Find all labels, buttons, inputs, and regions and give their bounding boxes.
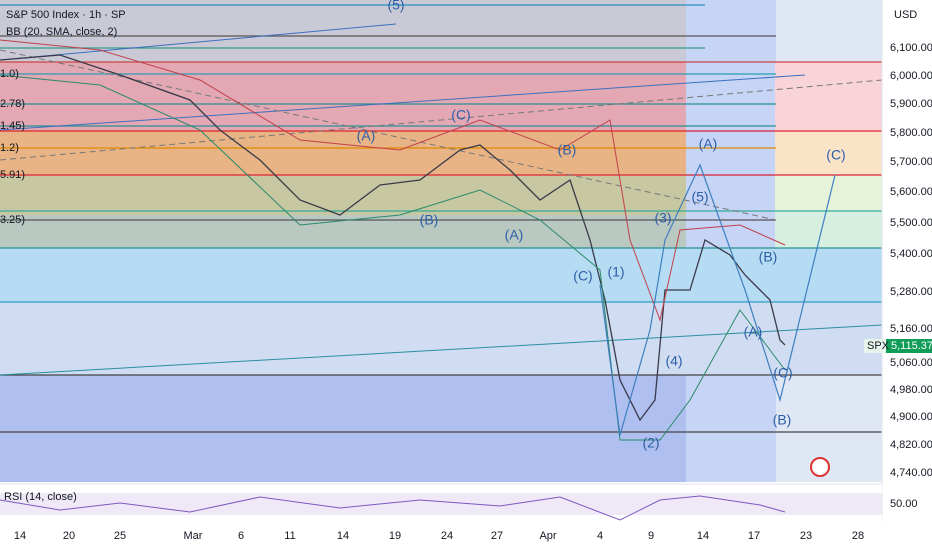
zone (0, 375, 686, 482)
fib-label: 5.91) (0, 169, 25, 181)
time-label: 11 (284, 530, 295, 542)
price-label: 5,700.00 (890, 156, 932, 168)
price-axis (882, 0, 932, 550)
price-label: 4,820.00 (890, 439, 932, 451)
bollinger-lower (0, 74, 786, 441)
price-label: 5,400.00 (890, 248, 932, 260)
price-label: 4,740.00 (890, 467, 932, 479)
price-label: 4,980.00 (890, 384, 932, 396)
price-label: 5,060.00 (890, 357, 932, 369)
time-label: 27 (491, 530, 503, 542)
time-labels: 14 20 25 Mar 6 11 14 19 24 27 Apr 4 9 14 17 23 28 (14, 530, 864, 542)
time-label: 28 (852, 530, 864, 542)
wave-label: (B) (558, 142, 577, 158)
wave-label: (3) (654, 210, 671, 226)
symbol-tag (864, 339, 886, 353)
fib-label: 1.2) (0, 142, 19, 154)
fib-label: 2.78) (0, 98, 25, 110)
time-label: Apr (539, 530, 556, 542)
zone (0, 130, 686, 175)
fib-label: 3.25) (0, 214, 25, 226)
price-label: 5,500.00 (890, 217, 932, 229)
time-label: 20 (63, 530, 75, 542)
wave-label: (B) (420, 212, 439, 228)
wave-label: (C) (826, 147, 845, 163)
wave-label: (A) (744, 324, 763, 340)
time-label: 9 (648, 530, 654, 542)
time-label: 14 (14, 530, 26, 542)
time-label: 6 (238, 530, 244, 542)
wave-label: (5) (387, 0, 404, 13)
price-labels: 6,100.00 6,000.00 5,900.00 5,800.00 5,700.00… (890, 42, 932, 479)
indicator-label[interactable]: BB (20, SMA, close, 2) (6, 26, 117, 38)
wave-label: (2) (642, 435, 659, 451)
time-label: 24 (441, 530, 453, 542)
price-label: 5,900.00 (890, 98, 932, 110)
time-label: 17 (748, 530, 760, 542)
price-label: 5,280.00 (890, 286, 932, 298)
levels (0, 4, 883, 433)
wave-label: (A) (357, 128, 376, 144)
symbol-title[interactable]: S&P 500 Index · 1h · SP (6, 9, 126, 21)
wave-label: (5) (691, 189, 708, 205)
time-label: 14 (697, 530, 709, 542)
wave-label: (A) (505, 227, 524, 243)
zone (775, 175, 882, 210)
wave-label: (B) (773, 412, 792, 428)
zone (686, 0, 776, 482)
wave-label: (A) (699, 136, 718, 152)
zone (775, 130, 882, 175)
rsi-label[interactable]: RSI (14, close) (4, 491, 77, 503)
zone (0, 175, 686, 215)
rsi-band (0, 493, 882, 515)
flag-icon[interactable] (810, 457, 830, 477)
zone (0, 302, 882, 375)
wave-label: (C) (573, 268, 592, 284)
time-label: Mar (184, 530, 203, 542)
time-axis (0, 522, 932, 550)
price-label: 5,800.00 (890, 127, 932, 139)
wave-label: (C) (773, 365, 792, 381)
price-label: 5,160.00 (890, 323, 932, 335)
rsi-line (0, 495, 786, 521)
time-label: 23 (800, 530, 812, 542)
wave-labels: (5) (A) (C) (B) (B) (A) (C) (1) (3) (5) … (357, 0, 846, 451)
bollinger-upper (0, 39, 786, 322)
zone (0, 248, 882, 302)
wave-label: (B) (759, 249, 778, 265)
currency[interactable]: USD (894, 9, 917, 21)
time-label: 25 (114, 530, 126, 542)
zone (775, 210, 882, 248)
last-price-value: 5,115.37 (891, 340, 932, 352)
time-label: 4 (597, 530, 603, 542)
fib-label: 1.45) (0, 120, 25, 132)
wave-label: (C) (451, 107, 470, 123)
fib-labels: 1.0) 2.78) 1.45) 1.2) 5.91) 3.25) (0, 68, 25, 226)
price-label: 6,100.00 (890, 42, 932, 54)
zone (0, 0, 686, 62)
price-label: 5,600.00 (890, 186, 932, 198)
price-label: 4,900.00 (890, 411, 932, 423)
wave-label: (4) (665, 353, 682, 369)
wave-projection (599, 163, 836, 436)
rsi-level: 50.00 (890, 498, 918, 510)
fib-label: 1.0) (0, 68, 19, 80)
wave-label: (1) (607, 264, 624, 280)
time-label: 14 (337, 530, 349, 542)
time-label: 19 (389, 530, 401, 542)
last-price-symbol: SPX (867, 340, 890, 352)
price-label: 6,000.00 (890, 70, 932, 82)
zone (775, 62, 882, 130)
